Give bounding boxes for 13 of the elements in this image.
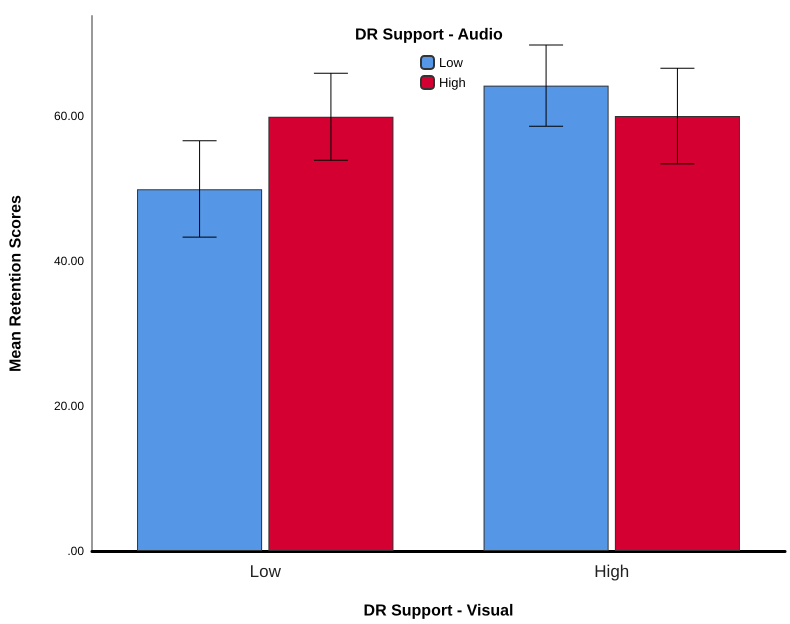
bar bbox=[484, 86, 609, 551]
bar bbox=[268, 116, 394, 551]
legend-title: DR Support - Audio bbox=[355, 26, 504, 44]
bar bbox=[614, 116, 740, 551]
x-axis-title: DR Support - Visual bbox=[364, 602, 514, 620]
y-tick-label: 40.00 bbox=[54, 254, 84, 268]
y-tick-label: .00 bbox=[67, 544, 84, 558]
legend-label: Low bbox=[439, 55, 464, 70]
legend-label: High bbox=[439, 75, 466, 90]
y-tick-label: 20.00 bbox=[54, 399, 84, 414]
y-tick-label: 60.00 bbox=[54, 109, 84, 124]
bar bbox=[137, 189, 262, 551]
y-axis-title: Mean Retention Scores bbox=[8, 194, 24, 372]
